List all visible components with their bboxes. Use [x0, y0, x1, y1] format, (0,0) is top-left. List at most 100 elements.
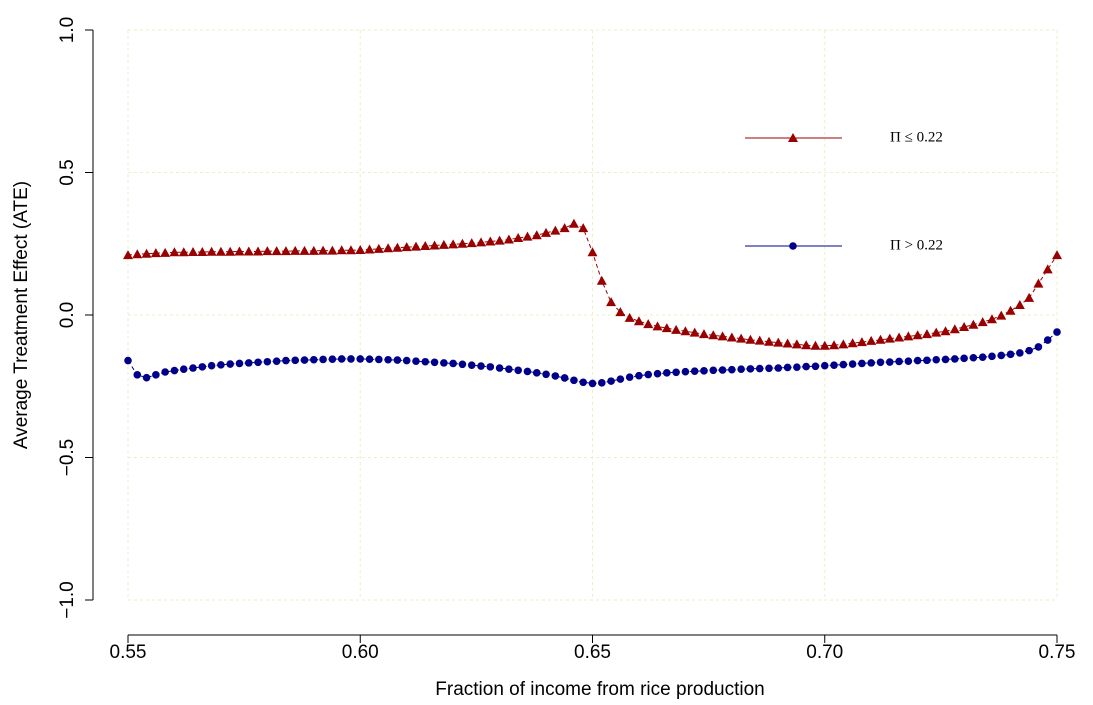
point [188, 247, 199, 257]
x-tick-label: 0.70 [806, 642, 843, 663]
point [633, 316, 644, 326]
point [764, 336, 775, 346]
point [541, 227, 552, 237]
point [532, 369, 541, 377]
point [345, 245, 356, 255]
point [531, 230, 542, 240]
point [689, 327, 700, 337]
point [875, 334, 886, 344]
point [625, 373, 634, 381]
legend-marker [788, 133, 798, 142]
point [133, 371, 142, 379]
point [791, 339, 802, 349]
y-tick-label: 0.5 [57, 159, 78, 185]
point [968, 319, 979, 329]
point [579, 378, 588, 387]
point [810, 340, 821, 350]
x-tick-label: 0.60 [342, 642, 379, 663]
point [458, 360, 467, 369]
point [801, 340, 812, 350]
point [215, 246, 226, 256]
x-tick-label: 0.75 [1039, 642, 1076, 663]
point [596, 275, 607, 285]
point [977, 317, 988, 327]
legend-marker [789, 242, 797, 250]
point [588, 379, 597, 388]
point [959, 321, 970, 331]
point [207, 361, 216, 370]
point [272, 357, 281, 365]
point [550, 225, 561, 235]
point [717, 331, 728, 341]
point [328, 355, 337, 363]
point [783, 363, 792, 372]
point [169, 247, 180, 257]
point [635, 371, 643, 380]
y-tick-label: −1.0 [57, 581, 78, 619]
point [522, 231, 533, 241]
point [643, 319, 654, 329]
point [782, 338, 793, 348]
point [921, 329, 932, 339]
point [866, 335, 877, 345]
point [336, 245, 347, 255]
point [440, 359, 448, 367]
point [931, 327, 942, 337]
point [1005, 305, 1016, 315]
point [1043, 336, 1052, 344]
point [523, 367, 532, 376]
x-tick-label: 0.55 [110, 642, 147, 663]
point [300, 356, 309, 364]
point [477, 362, 485, 370]
point [271, 246, 282, 256]
point [793, 363, 801, 371]
point [235, 359, 244, 368]
point [254, 358, 262, 367]
point [949, 324, 960, 334]
point [644, 370, 653, 379]
point [951, 355, 959, 363]
point [811, 362, 820, 371]
point [393, 356, 402, 364]
point [514, 366, 522, 375]
point [513, 233, 524, 243]
point [616, 375, 625, 383]
point [197, 247, 208, 257]
point [503, 234, 514, 244]
y-axis-label: Average Treatment Effect (ATE) [11, 181, 32, 449]
point [356, 355, 365, 363]
point [161, 368, 169, 376]
point [894, 332, 905, 342]
point [606, 297, 617, 307]
point [681, 367, 690, 376]
point [680, 326, 691, 336]
point [615, 307, 626, 317]
point [466, 238, 477, 248]
point [412, 357, 420, 365]
point [773, 337, 784, 347]
point [476, 237, 487, 247]
point [551, 372, 560, 380]
point [969, 353, 978, 362]
point [671, 324, 682, 334]
point [542, 370, 550, 379]
point [1006, 350, 1015, 359]
point [290, 245, 301, 255]
legend-label: Π ≤ 0.22 [890, 129, 943, 145]
point [150, 248, 161, 258]
point [839, 360, 848, 369]
point [337, 355, 346, 363]
point [383, 243, 394, 253]
point [765, 364, 773, 373]
point [243, 246, 254, 256]
point [420, 241, 431, 251]
point [467, 361, 476, 369]
point [142, 373, 151, 382]
point [217, 361, 225, 369]
point [560, 374, 569, 382]
point [179, 365, 188, 373]
point [308, 245, 319, 255]
point [365, 355, 374, 363]
x-axis-label: Fraction of income from rice production [435, 679, 764, 700]
